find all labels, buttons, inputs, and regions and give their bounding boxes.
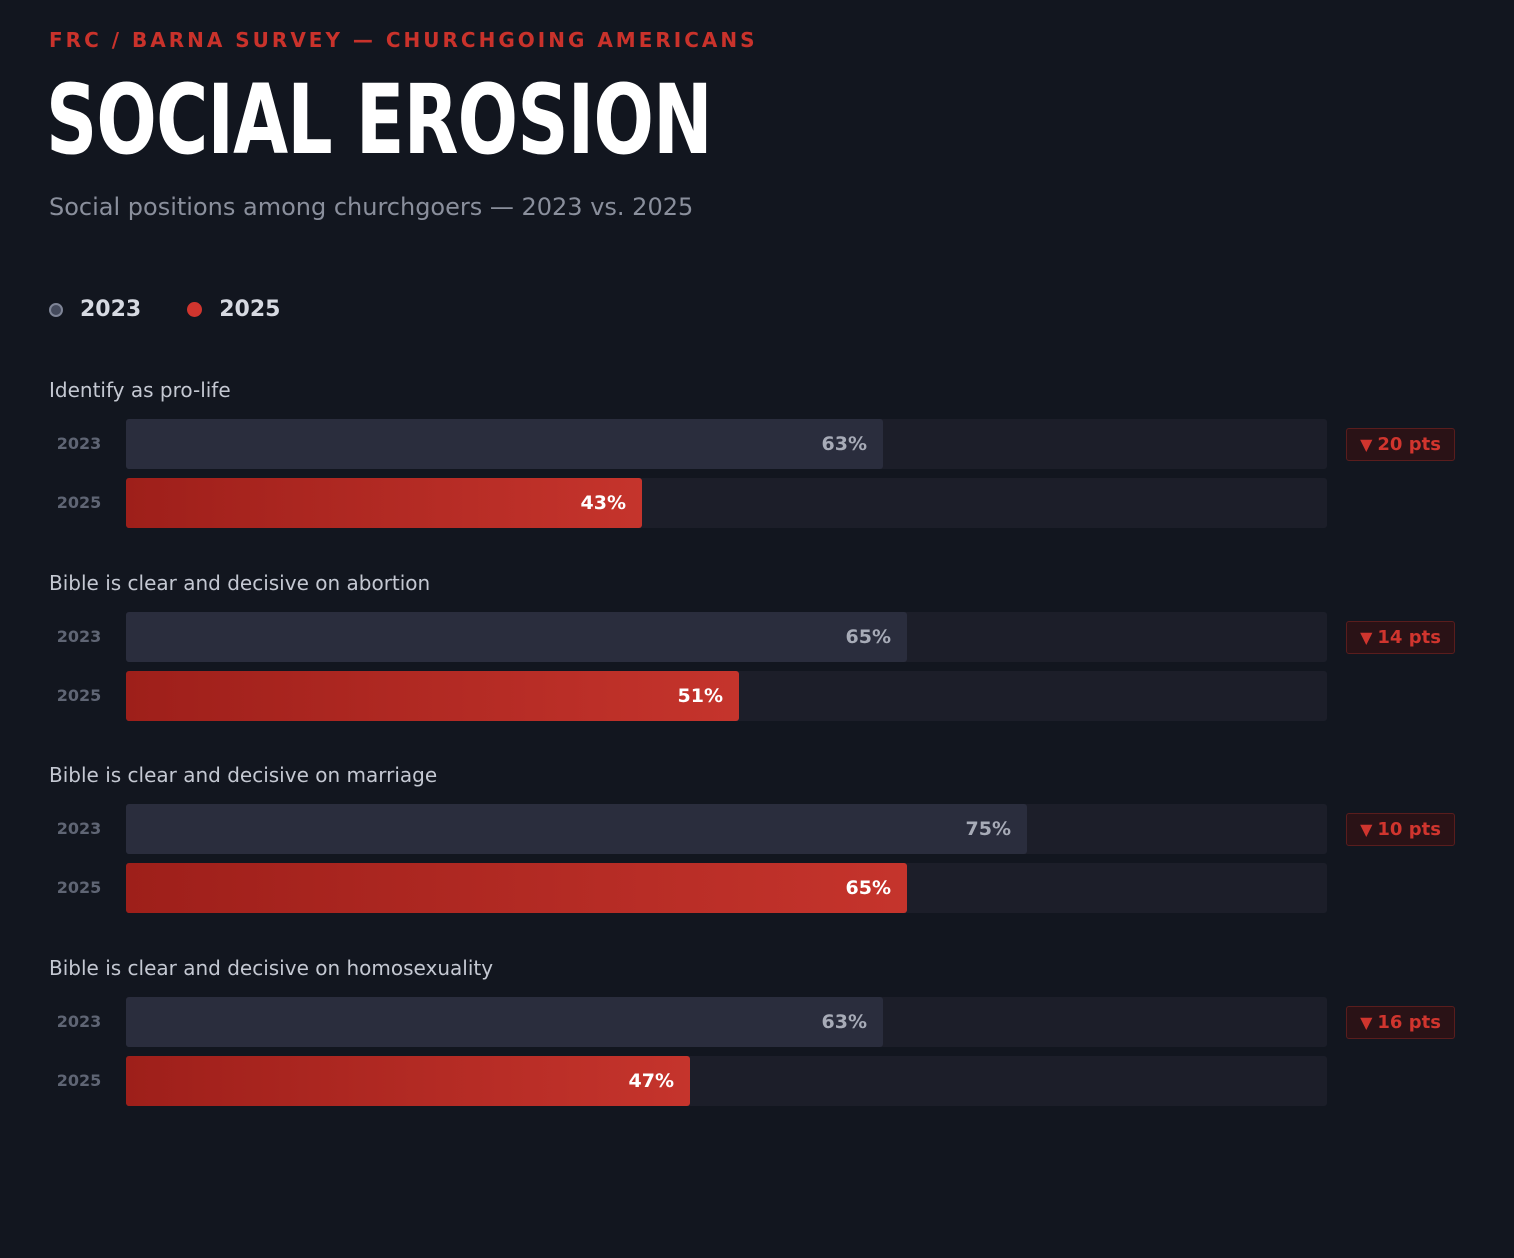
change-badge: ▼ 20 pts xyxy=(1346,428,1455,461)
legend-label-2025: 2025 xyxy=(219,297,281,322)
change-badge: ▼ 10 pts xyxy=(1346,813,1455,846)
change-value: 16 pts xyxy=(1377,1012,1441,1033)
category-label: Identify as pro-life xyxy=(49,378,231,402)
down-triangle-icon: ▼ xyxy=(1360,1013,1373,1032)
bar-value-label: 43% xyxy=(580,492,626,514)
legend-label-2023: 2023 xyxy=(80,297,142,322)
legend-item-2023: 2023 xyxy=(49,297,141,322)
kicker: FRC / BARNA SURVEY — CHURCHGOING AMERICA… xyxy=(49,28,758,52)
page-title: SOCIAL EROSION xyxy=(46,64,713,176)
bar-2025: 51% xyxy=(126,671,739,721)
category-label: Bible is clear and decisive on marriage xyxy=(49,763,438,787)
bar-track: 43% xyxy=(126,478,1327,528)
row-year-label: 2025 xyxy=(56,493,102,512)
row-year-label: 2023 xyxy=(56,819,102,838)
row-year-label: 2023 xyxy=(56,627,102,646)
bar-value-label: 63% xyxy=(821,433,867,455)
bar-2023: 75% xyxy=(126,804,1027,854)
change-badge: ▼ 16 pts xyxy=(1346,1006,1455,1039)
subtitle: Social positions among churchgoers — 202… xyxy=(49,193,694,221)
bar-value-label: 75% xyxy=(965,818,1011,840)
row-year-label: 2023 xyxy=(56,434,102,453)
down-triangle-icon: ▼ xyxy=(1360,435,1373,454)
bar-track: 51% xyxy=(126,671,1327,721)
row-year-label: 2025 xyxy=(56,1071,102,1090)
row-year-label: 2025 xyxy=(56,878,102,897)
change-value: 10 pts xyxy=(1377,819,1441,840)
bar-value-label: 63% xyxy=(821,1011,867,1033)
bar-track: 47% xyxy=(126,1056,1327,1106)
bar-value-label: 51% xyxy=(677,685,723,707)
bar-2023: 65% xyxy=(126,612,907,662)
change-badge: ▼ 14 pts xyxy=(1346,621,1455,654)
legend: 2023 2025 xyxy=(49,297,326,322)
bar-value-label: 65% xyxy=(845,877,891,899)
category-label: Bible is clear and decisive on homosexua… xyxy=(49,956,494,980)
down-triangle-icon: ▼ xyxy=(1360,820,1373,839)
bar-track: 63% xyxy=(126,997,1327,1047)
legend-item-2025: 2025 xyxy=(187,297,280,322)
bar-2025: 65% xyxy=(126,863,907,913)
bar-value-label: 47% xyxy=(628,1070,674,1092)
row-year-label: 2025 xyxy=(56,686,102,705)
bar-track: 63% xyxy=(126,419,1327,469)
change-value: 20 pts xyxy=(1377,434,1441,455)
bar-2023: 63% xyxy=(126,997,883,1047)
bar-track: 75% xyxy=(126,804,1327,854)
bar-2025: 43% xyxy=(126,478,642,528)
legend-swatch-2025 xyxy=(187,302,203,317)
bar-track: 65% xyxy=(126,863,1327,913)
row-year-label: 2023 xyxy=(56,1012,102,1031)
down-triangle-icon: ▼ xyxy=(1360,628,1373,647)
change-value: 14 pts xyxy=(1377,627,1441,648)
bar-2025: 47% xyxy=(126,1056,690,1106)
bar-track: 65% xyxy=(126,612,1327,662)
bar-value-label: 65% xyxy=(845,626,891,648)
bar-2023: 63% xyxy=(126,419,883,469)
legend-swatch-2023 xyxy=(49,302,63,317)
category-label: Bible is clear and decisive on abortion xyxy=(49,571,431,595)
